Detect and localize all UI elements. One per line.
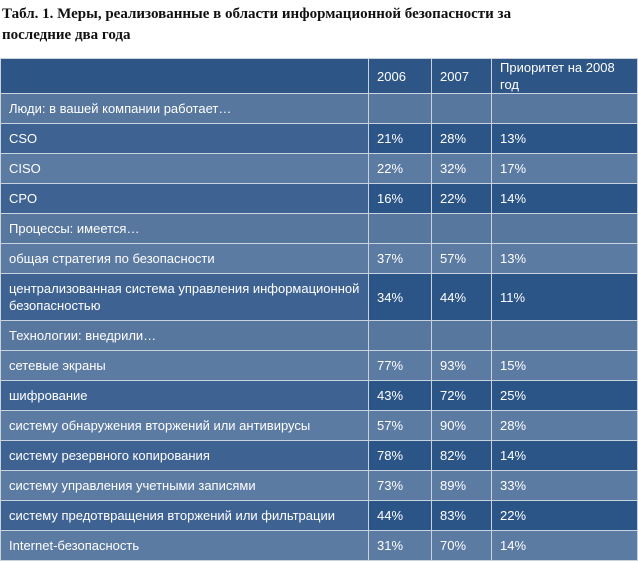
section-cell — [431, 213, 492, 244]
value-cell: 16% — [368, 183, 432, 214]
value-cell: 43% — [368, 380, 432, 411]
data-row: CISO 22% 32% 17% — [0, 153, 638, 184]
header-cell: 2007 — [431, 58, 492, 94]
value-cell: 89% — [431, 470, 492, 501]
value-cell: 13% — [491, 123, 638, 154]
header-cell: 2006 — [368, 58, 432, 94]
header-row: 2006 2007 Приоритет на 2008 год — [0, 58, 638, 94]
value-cell: 14% — [491, 530, 638, 561]
row-label: сетевые экраны — [0, 350, 369, 381]
value-cell: 37% — [368, 243, 432, 274]
section-row: Технологии: внедрили… — [0, 320, 638, 351]
section-label: Процессы: имеется… — [0, 213, 369, 244]
section-cell — [491, 213, 638, 244]
row-label: централизованная система управления инфо… — [0, 273, 369, 321]
data-row: централизованная система управления инфо… — [0, 273, 638, 321]
data-row: систему предотвращения вторжений или фил… — [0, 500, 638, 531]
value-cell: 73% — [368, 470, 432, 501]
row-label: систему управления учетными записями — [0, 470, 369, 501]
value-cell: 22% — [368, 153, 432, 184]
row-label: шифрование — [0, 380, 369, 411]
value-cell: 93% — [431, 350, 492, 381]
section-label: Люди: в вашей компании работает… — [0, 93, 369, 124]
header-cell — [0, 58, 369, 94]
data-row: общая стратегия по безопасности 37% 57% 13% — [0, 243, 638, 274]
value-cell: 14% — [491, 183, 638, 214]
row-label: систему резервного копирования — [0, 440, 369, 471]
value-cell: 17% — [491, 153, 638, 184]
data-row: систему управления учетными записями 73% 8… — [0, 470, 638, 501]
value-cell: 72% — [431, 380, 492, 411]
value-cell: 22% — [491, 500, 638, 531]
value-cell: 14% — [491, 440, 638, 471]
value-cell: 22% — [431, 183, 492, 214]
value-cell: 32% — [431, 153, 492, 184]
section-row: Процессы: имеется… — [0, 213, 638, 244]
data-row: Internet-безопасность 31% 70% 14% — [0, 530, 638, 561]
section-cell — [431, 93, 492, 124]
value-cell: 33% — [491, 470, 638, 501]
value-cell: 57% — [368, 410, 432, 441]
value-cell: 70% — [431, 530, 492, 561]
row-label: CSO — [0, 123, 369, 154]
value-cell: 11% — [491, 273, 638, 321]
value-cell: 82% — [431, 440, 492, 471]
value-cell: 57% — [431, 243, 492, 274]
section-cell — [368, 320, 432, 351]
row-label: Internet-безопасность — [0, 530, 369, 561]
row-label: общая стратегия по безопасности — [0, 243, 369, 274]
data-row: систему резервного копирования 78% 82% 14% — [0, 440, 638, 471]
value-cell: 21% — [368, 123, 432, 154]
data-row: шифрование 43% 72% 25% — [0, 380, 638, 411]
value-cell: 44% — [431, 273, 492, 321]
value-cell: 77% — [368, 350, 432, 381]
data-row: сетевые экраны 77% 93% 15% — [0, 350, 638, 381]
data-row: систему обнаружения вторжений или антиви… — [0, 410, 638, 441]
section-row: Люди: в вашей компании работает… — [0, 93, 638, 124]
data-row: CPO 16% 22% 14% — [0, 183, 638, 214]
value-cell: 31% — [368, 530, 432, 561]
section-label: Технологии: внедрили… — [0, 320, 369, 351]
row-label: CISO — [0, 153, 369, 184]
value-cell: 78% — [368, 440, 432, 471]
value-cell: 83% — [431, 500, 492, 531]
section-cell — [368, 213, 432, 244]
section-cell — [368, 93, 432, 124]
section-cell — [491, 93, 638, 124]
row-label: систему обнаружения вторжений или антиви… — [0, 410, 369, 441]
value-cell: 34% — [368, 273, 432, 321]
section-cell — [431, 320, 492, 351]
value-cell: 90% — [431, 410, 492, 441]
value-cell: 28% — [431, 123, 492, 154]
value-cell: 25% — [491, 380, 638, 411]
row-label: CPO — [0, 183, 369, 214]
data-row: CSO 21% 28% 13% — [0, 123, 638, 154]
header-cell: Приоритет на 2008 год — [491, 58, 638, 94]
table-title: Табл. 1. Меры, реализованные в области и… — [2, 6, 512, 43]
value-cell: 44% — [368, 500, 432, 531]
row-label: систему предотвращения вторжений или фил… — [0, 500, 369, 531]
value-cell: 13% — [491, 243, 638, 274]
section-cell — [491, 320, 638, 351]
value-cell: 15% — [491, 350, 638, 381]
value-cell: 28% — [491, 410, 638, 441]
table: 2006 2007 Приоритет на 2008 год Люди: в ваш… — [0, 58, 638, 561]
